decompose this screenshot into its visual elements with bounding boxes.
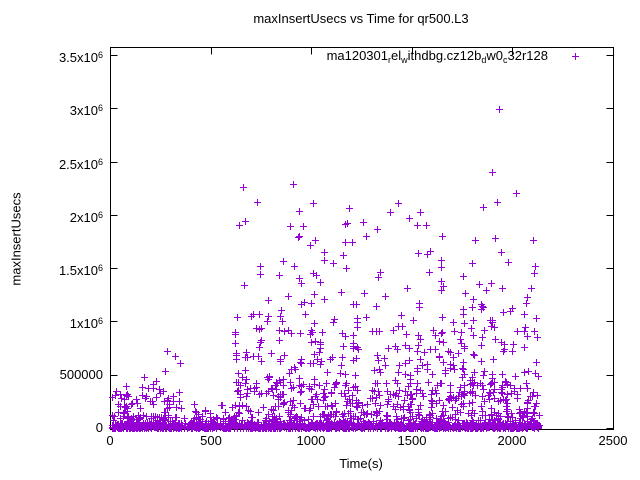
x-tick-label: 500	[200, 433, 222, 448]
legend-plus-marker-icon	[572, 53, 579, 60]
y-tick-label: 2.5x106	[58, 157, 103, 172]
x-tick-label: 0	[106, 433, 114, 448]
y-tick-label: 3.5x106	[58, 50, 103, 65]
y-tick-label: 1x106	[69, 316, 103, 331]
x-tick-label: 2000	[497, 433, 527, 448]
y-tick-label: 500000	[59, 367, 103, 382]
axis-tick-marks	[110, 47, 614, 430]
plot-frame	[110, 47, 614, 430]
y-tick-label: 3x106	[69, 103, 103, 118]
x-tick-label: 1500	[397, 433, 427, 448]
chart-title: maxInsertUsecs vs Time for qr500.L3	[253, 11, 469, 26]
y-tick-label: 2x106	[69, 210, 103, 225]
y-tick-label: 0	[95, 420, 103, 435]
legend-series-label: ma120301relwithdbg.cz12bdw0c32r128	[326, 48, 548, 65]
x-tick-label: 1000	[296, 433, 326, 448]
scatter-points	[109, 106, 543, 432]
y-tick-label: 1.5x106	[58, 263, 103, 278]
x-axis-label: Time(s)	[339, 456, 383, 471]
x-tick-label: 2500	[598, 433, 628, 448]
